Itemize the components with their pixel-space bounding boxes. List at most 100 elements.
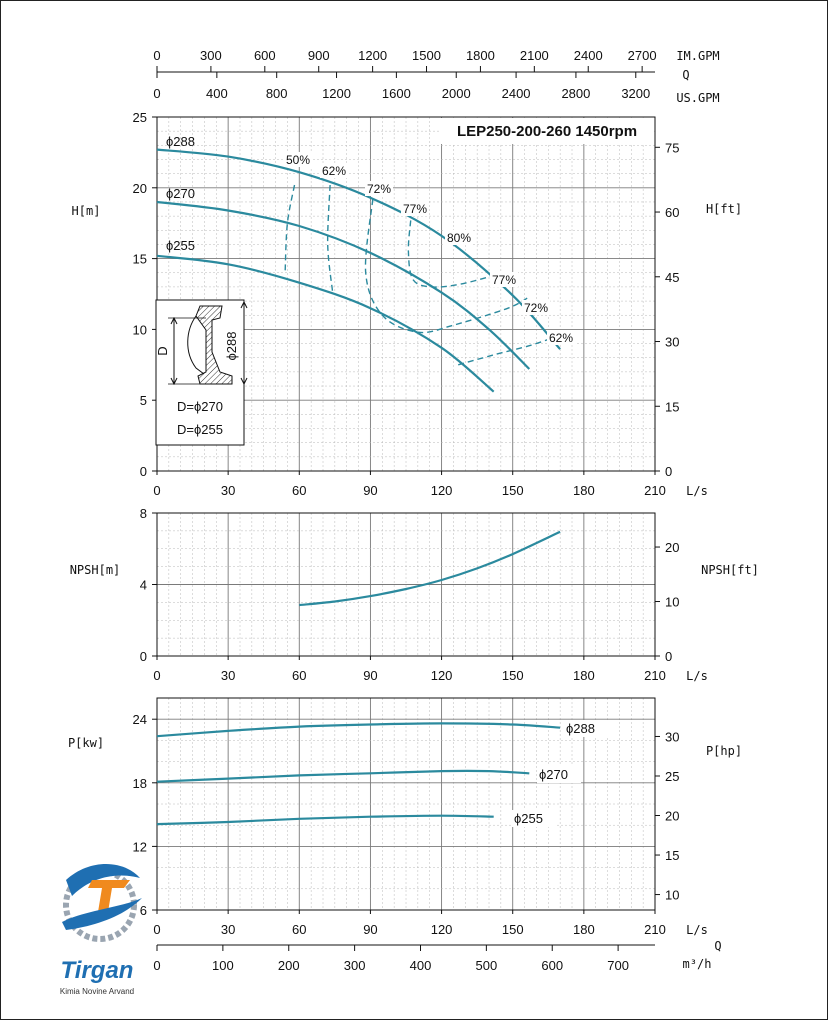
efficiency-label: 50%: [286, 153, 310, 167]
x-tick-label: 60: [292, 922, 306, 937]
y2-axis-label: H[ft]: [706, 202, 742, 216]
y-tick-label: 24: [133, 712, 147, 727]
series-line-1: [299, 530, 561, 607]
top-axis-label: 2400: [574, 48, 603, 63]
arrow-heads-288: [240, 300, 248, 386]
x-tick-label: 180: [573, 668, 595, 683]
x-unit-label: L/s: [686, 669, 708, 683]
chart-title: LEP250-200-260 1450rpm: [457, 123, 637, 140]
efficiency-curve: [364, 199, 530, 334]
x-tick-label: 30: [221, 922, 235, 937]
efficiency-label-bg: [320, 163, 348, 178]
gear-icon: [63, 868, 137, 942]
impeller-passage: [187, 315, 205, 375]
y2-tick-label: 0: [665, 649, 672, 664]
x-tick-label: 210: [644, 483, 666, 498]
top-axis-label: 2000: [442, 86, 471, 101]
x-tick-label: 120: [431, 922, 453, 937]
y2-tick-label: 45: [665, 270, 679, 285]
logo-wave-icon: [62, 898, 142, 930]
y2-tick-label: 20: [665, 540, 679, 555]
q-label-bottom: Q: [714, 939, 721, 953]
top-axis-label: 400: [206, 86, 228, 101]
x-unit-label: L/s: [686, 484, 708, 498]
series-line-2: [156, 200, 531, 370]
brand-logo: [62, 864, 142, 942]
series-line-2: [156, 769, 530, 783]
logo-text: Tirgan: [61, 957, 134, 984]
x-tick-label: 150: [502, 483, 524, 498]
y2-tick-label: 75: [665, 140, 679, 155]
y-tick-label: 0: [140, 649, 147, 664]
top-axis-label: 300: [200, 48, 222, 63]
top-axis-label: 2400: [502, 86, 531, 101]
m3h-tick-label: 600: [541, 958, 563, 973]
m3h-tick-label: 200: [278, 958, 300, 973]
top-axis-label: 1500: [412, 48, 441, 63]
efficiency-label-bg: [401, 201, 429, 216]
x-tick-label: 30: [221, 483, 235, 498]
im-gpm-label: IM.GPM: [676, 49, 719, 63]
y-tick-label: 10: [133, 322, 147, 337]
y2-axis-label: P[hp]: [706, 744, 742, 758]
efficiency-label: 80%: [447, 231, 471, 245]
efficiency-label: 62%: [549, 331, 573, 345]
m3h-tick-label: 0: [153, 958, 160, 973]
y-tick-label: 20: [133, 181, 147, 196]
plot-border: [156, 116, 656, 472]
efficiency-label-bg: [365, 181, 393, 196]
efficiency-label: 62%: [322, 164, 346, 178]
efficiency-label: 77%: [403, 202, 427, 216]
y2-tick-label: 25: [665, 769, 679, 784]
y-tick-label: 0: [140, 464, 147, 479]
top-axis-label: 1200: [358, 48, 387, 63]
y-tick-label: 25: [133, 110, 147, 125]
series-label-2: ϕ270: [166, 186, 195, 201]
y-axis-label: H[m]: [72, 204, 101, 218]
y-axis-label: P[kw]: [68, 736, 104, 750]
logo-t-icon: [88, 880, 130, 912]
y-tick-label: 6: [140, 903, 147, 918]
x-tick-label: 120: [431, 668, 453, 683]
top-axis-label: 1200: [322, 86, 351, 101]
plot-border: [156, 697, 656, 911]
top-axis-label: 0: [153, 86, 160, 101]
top-axis-label: 2100: [520, 48, 549, 63]
x-tick-label: 0: [153, 668, 160, 683]
top-axis-label: 1800: [466, 48, 495, 63]
series-label-3: ϕ255: [166, 238, 195, 253]
x-tick-label: 180: [573, 922, 595, 937]
y2-tick-label: 10: [665, 595, 679, 610]
efficiency-label-bg: [284, 152, 312, 167]
inset-size-label: ϕ288: [224, 332, 239, 361]
top-axis-label: 2700: [628, 48, 657, 63]
inset-line: D=ϕ255: [177, 422, 223, 437]
inset-line: D=ϕ270: [177, 399, 223, 414]
impeller-drawing: [168, 300, 248, 386]
series-line-3: [156, 814, 494, 826]
series-label-1: ϕ288: [566, 721, 595, 736]
m3h-unit-label: m³/h: [683, 957, 712, 971]
impeller-inset: [155, 299, 245, 446]
x-tick-label: 150: [502, 922, 524, 937]
top-axis-label: 2800: [561, 86, 590, 101]
series-label-1: ϕ288: [166, 134, 195, 149]
series-label-bg: [564, 720, 608, 737]
m3h-tick-label: 100: [212, 958, 234, 973]
y2-tick-label: 60: [665, 205, 679, 220]
efficiency-label: 77%: [492, 273, 516, 287]
x-tick-label: 210: [644, 668, 666, 683]
y-tick-label: 5: [140, 393, 147, 408]
y-tick-label: 15: [133, 252, 147, 267]
efficiency-curve: [326, 184, 334, 292]
y2-tick-label: 20: [665, 809, 679, 824]
series-label-2: ϕ270: [539, 767, 568, 782]
x-tick-label: 120: [431, 483, 453, 498]
series-label-bg: [512, 810, 556, 827]
top-axis-label: 900: [308, 48, 330, 63]
logo-swoosh-icon: [66, 864, 140, 896]
y2-tick-label: 15: [665, 399, 679, 414]
y2-tick-label: 30: [665, 729, 679, 744]
y2-tick-label: 30: [665, 335, 679, 350]
